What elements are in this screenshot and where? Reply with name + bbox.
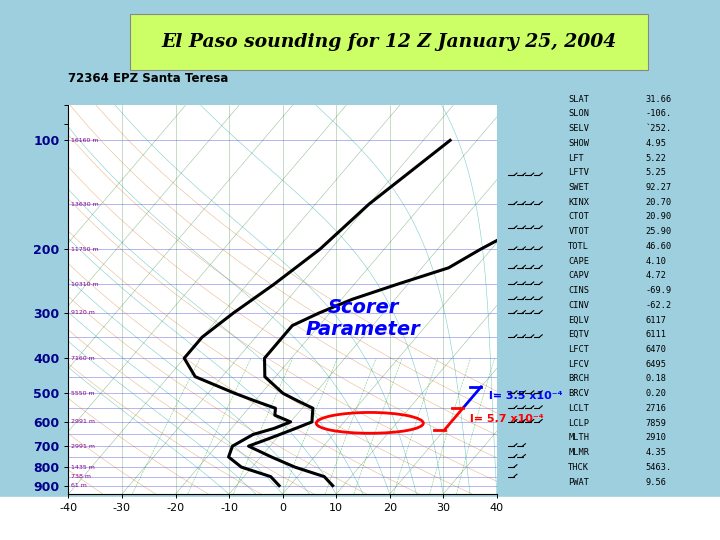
Text: PWAT: PWAT: [568, 477, 589, 487]
FancyBboxPatch shape: [130, 14, 648, 70]
Text: 6111: 6111: [646, 330, 667, 339]
Text: VTOT: VTOT: [568, 227, 589, 236]
Text: CAPE: CAPE: [568, 256, 589, 266]
Text: CTOT: CTOT: [568, 212, 589, 221]
Text: 738 m: 738 m: [71, 474, 91, 479]
Bar: [0, 497, 720, 540]
Text: 5.25: 5.25: [646, 168, 667, 177]
Text: LFCT: LFCT: [568, 345, 589, 354]
Text: 6470: 6470: [646, 345, 667, 354]
Text: 20.90: 20.90: [646, 212, 672, 221]
Text: MLTH: MLTH: [568, 434, 589, 442]
Text: Scorer
Parameter: Scorer Parameter: [305, 298, 420, 339]
Text: EQTV: EQTV: [568, 330, 589, 339]
Text: SHOW: SHOW: [568, 139, 589, 148]
Text: CAPV: CAPV: [568, 272, 589, 280]
Text: 25.90: 25.90: [646, 227, 672, 236]
Text: 31.66: 31.66: [646, 94, 672, 104]
Text: LFTV: LFTV: [568, 168, 589, 177]
Text: 9120 m: 9120 m: [71, 310, 95, 315]
Text: 7160 m: 7160 m: [71, 356, 95, 361]
Text: 0.20: 0.20: [646, 389, 667, 398]
Text: THCK: THCK: [568, 463, 589, 472]
Text: 2991 m: 2991 m: [71, 444, 95, 449]
Text: 20.70: 20.70: [646, 198, 672, 207]
Text: 6117: 6117: [646, 315, 667, 325]
Text: 4.72: 4.72: [646, 272, 667, 280]
Text: SLAT: SLAT: [568, 94, 589, 104]
Text: 2991 m: 2991 m: [71, 420, 95, 424]
Text: 61 m: 61 m: [71, 483, 87, 488]
Text: 4.10: 4.10: [646, 256, 667, 266]
Text: KINX: KINX: [568, 198, 589, 207]
Text: -106.: -106.: [646, 110, 672, 118]
Text: 11750 m: 11750 m: [71, 247, 99, 252]
Text: 5.22: 5.22: [646, 153, 667, 163]
Text: MLMR: MLMR: [568, 448, 589, 457]
Text: EQLV: EQLV: [568, 315, 589, 325]
Text: 5463.: 5463.: [646, 463, 672, 472]
Text: 9.56: 9.56: [646, 477, 667, 487]
Text: El Paso sounding for 12 Z January 25, 2004: El Paso sounding for 12 Z January 25, 20…: [161, 33, 616, 51]
Text: 6495: 6495: [646, 360, 667, 369]
Text: 7859: 7859: [646, 418, 667, 428]
Text: 16160 m: 16160 m: [71, 138, 99, 143]
Text: CINS: CINS: [568, 286, 589, 295]
Text: SWET: SWET: [568, 183, 589, 192]
Text: 1435 m: 1435 m: [71, 464, 95, 470]
Text: LFT: LFT: [568, 153, 584, 163]
Text: BRCV: BRCV: [568, 389, 589, 398]
Text: 72364 EPZ Santa Teresa: 72364 EPZ Santa Teresa: [68, 72, 229, 85]
Text: l= 5.7 x10⁻⁴: l= 5.7 x10⁻⁴: [469, 414, 543, 424]
Text: 46.60: 46.60: [646, 242, 672, 251]
Text: 5550 m: 5550 m: [71, 391, 95, 396]
Text: SELV: SELV: [568, 124, 589, 133]
Text: -62.2: -62.2: [646, 301, 672, 310]
Text: l= 3.5 x10⁻⁴: l= 3.5 x10⁻⁴: [489, 392, 562, 401]
Text: CINV: CINV: [568, 301, 589, 310]
Text: LCLT: LCLT: [568, 404, 589, 413]
Text: -69.9: -69.9: [646, 286, 672, 295]
Text: 2716: 2716: [646, 404, 667, 413]
Text: 4.35: 4.35: [646, 448, 667, 457]
Text: 4.95: 4.95: [646, 139, 667, 148]
Text: 2910: 2910: [646, 434, 667, 442]
Text: SLON: SLON: [568, 110, 589, 118]
Text: 92.27: 92.27: [646, 183, 672, 192]
Text: 10310 m: 10310 m: [71, 282, 99, 287]
Text: BRCH: BRCH: [568, 374, 589, 383]
Text: TOTL: TOTL: [568, 242, 589, 251]
Text: 13630 m: 13630 m: [71, 201, 99, 207]
Text: `252.: `252.: [646, 124, 672, 133]
Text: LCLP: LCLP: [568, 418, 589, 428]
Text: LFCV: LFCV: [568, 360, 589, 369]
Text: 0.18: 0.18: [646, 374, 667, 383]
